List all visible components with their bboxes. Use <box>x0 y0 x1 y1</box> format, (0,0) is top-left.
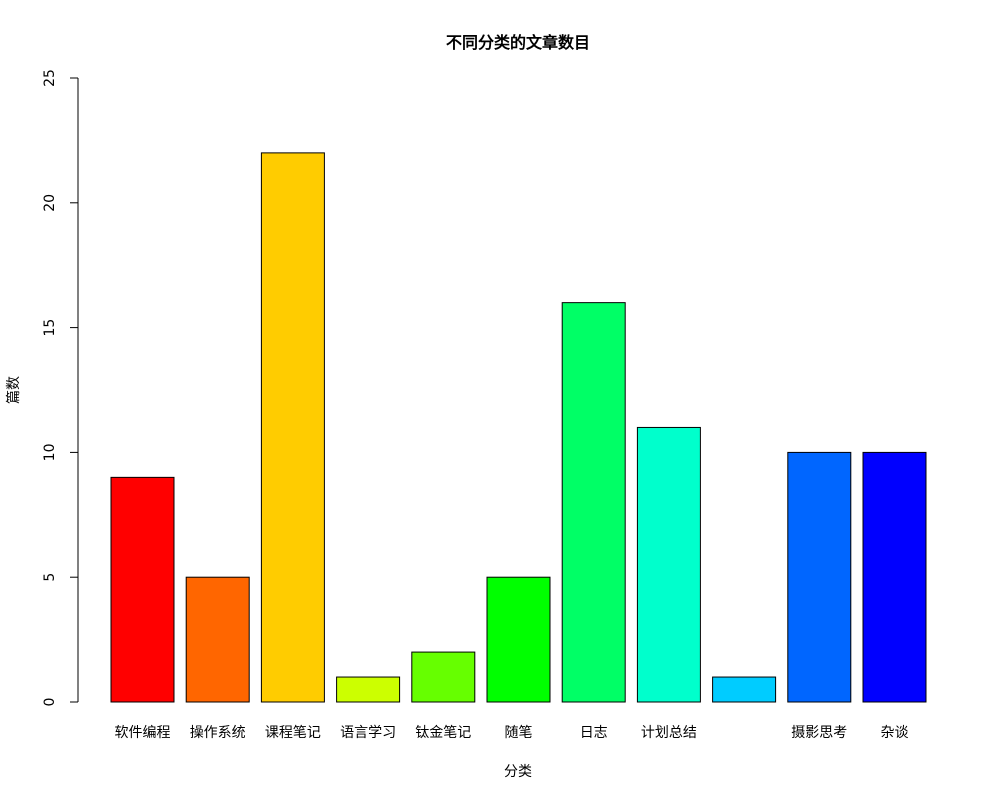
x-tick-label: 随笔 <box>505 725 533 741</box>
y-tick-label: 0 <box>42 698 58 707</box>
bars-group <box>110 152 927 703</box>
y-tick-label: 10 <box>42 443 58 461</box>
x-tick-label: 课程笔记 <box>265 725 321 741</box>
bar <box>336 676 401 703</box>
y-tick-label: 20 <box>42 194 58 212</box>
bar <box>110 476 175 703</box>
x-tick-label: 杂谈 <box>881 725 909 741</box>
bar <box>636 426 701 703</box>
x-tick-label: 操作系统 <box>190 725 246 741</box>
x-tick-label: 软件编程 <box>115 725 171 741</box>
x-axis-label: 分类 <box>504 764 532 780</box>
x-tick-label: 语言学习 <box>340 725 396 741</box>
x-tick-label: 计划总结 <box>641 725 697 741</box>
y-tick-label: 25 <box>42 69 58 87</box>
bar <box>787 451 852 703</box>
y-tick-label: 5 <box>42 573 58 582</box>
bar <box>260 152 325 703</box>
x-tick-label: 摄影思考 <box>791 725 847 741</box>
x-tick-label: 日志 <box>580 725 608 741</box>
x-tick-label: 钛金笔记 <box>415 725 471 741</box>
y-axis-label: 篇数 <box>6 376 22 404</box>
bar <box>185 576 250 703</box>
bar <box>712 676 777 703</box>
y-axis: 0 5 10 15 20 25 <box>42 69 79 707</box>
bar <box>411 651 476 703</box>
chart-title: 不同分类的文章数目 <box>446 33 590 52</box>
x-tick-labels: 软件编程 操作系统 课程笔记 语言学习 钛金笔记 随笔 日志 计划总结 摄影思考 杂谈 <box>115 725 909 741</box>
bar <box>862 451 927 703</box>
y-tick-label: 15 <box>42 319 58 337</box>
bar <box>561 302 626 703</box>
bar <box>486 576 551 703</box>
